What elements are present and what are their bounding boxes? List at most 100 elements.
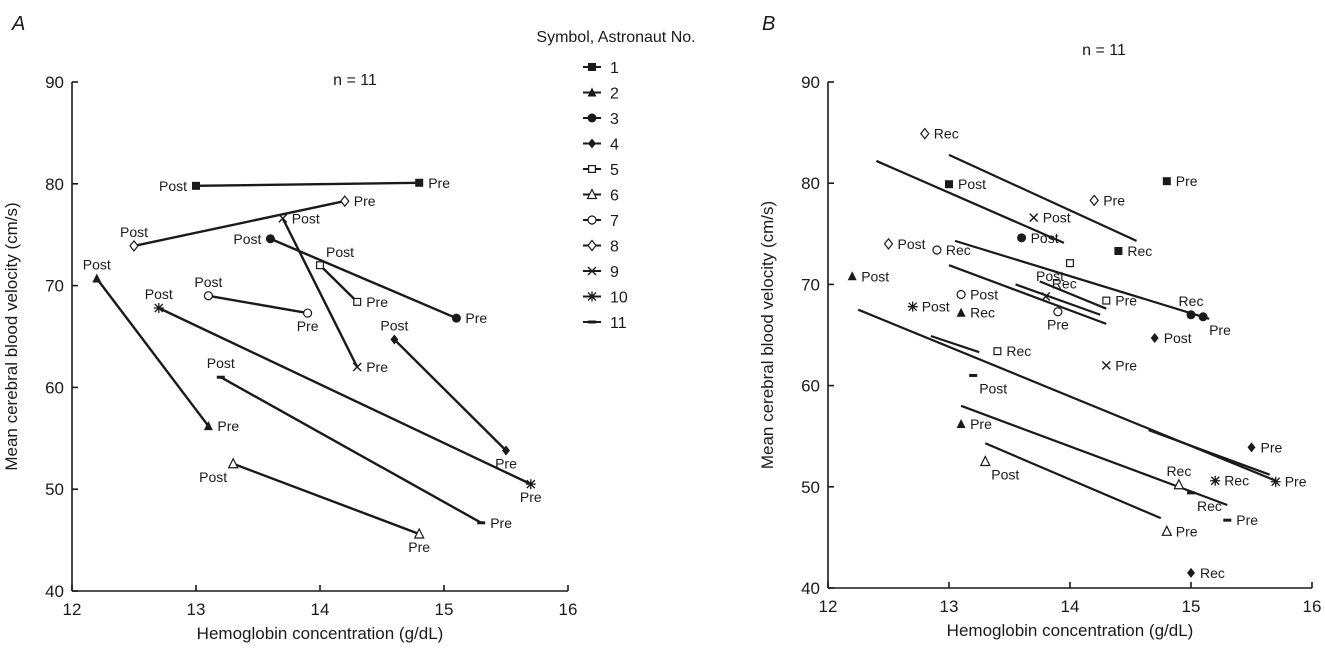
point-label: Pre [1261,439,1283,455]
series-astronaut-4: Post Pre [380,318,517,472]
legend-label: 5 [610,162,619,179]
data-point [451,313,461,323]
data-point [1065,259,1074,268]
y-tick-label: 50 [801,478,820,497]
data-point [216,375,225,379]
x-axis-label: Hemoglobin concentration (g/dL) [197,624,444,643]
series-line [158,306,532,486]
point-label: Post [380,318,408,334]
point-label: Pre [217,418,239,434]
point-label: Post [326,244,354,260]
data-point [1101,360,1111,370]
point-label: Pre [408,539,430,555]
point-label: Post [194,274,222,290]
data-point [203,421,213,431]
point-label: Post [958,176,986,192]
point-label: Rec [1197,498,1222,514]
legend-label: 11 [610,315,627,332]
series-line [269,237,457,320]
sample-size-annotation: n = 11 [333,72,377,89]
legend-marker [587,266,597,276]
series-line [195,181,420,188]
legend-label: 1 [610,60,619,77]
data-point [1186,310,1196,320]
point-label: Pre [465,310,487,326]
panel-label: B [762,13,775,35]
x-tick-label: 16 [1303,597,1322,616]
regression-line [954,239,1210,320]
point-label: Post [861,268,889,284]
point-label: Post [233,231,261,247]
y-tick-label: 70 [45,277,64,296]
panel-label: A [11,13,25,35]
point-label: Post [1036,268,1064,284]
series-line [133,199,346,248]
data-point [1162,177,1171,186]
data-point [1198,312,1208,322]
series-astronaut-8: Post Pre [120,193,376,252]
data-point [932,245,942,255]
x-tick-label: 12 [63,600,82,619]
legend-label: 7 [610,213,619,230]
y-tick-label: 40 [801,579,820,598]
data-point [1089,194,1099,207]
data-point [352,362,362,372]
data-point [956,307,966,317]
data-point [316,261,325,270]
data-point [278,213,288,223]
regression-line [875,159,1065,244]
legend-marker [587,87,597,97]
legend-entry-10: 10 [583,290,628,307]
legend-label: 3 [610,111,619,128]
point-label: Pre [970,416,992,432]
point-label: Post [145,286,173,302]
point-label: Post [991,467,1019,483]
point-label: Post [199,469,227,485]
legend-marker [587,239,597,252]
data-point [1102,296,1111,305]
data-point [502,445,510,456]
data-point [353,297,362,306]
point-label: Post [207,355,235,371]
series-astronaut-10: Post Pre [145,286,542,505]
series-astronaut-7: Post Pre [194,274,318,334]
data-point [192,181,200,190]
regression-line [984,442,1162,520]
series-line [393,338,507,452]
data-point [956,289,966,300]
point-label: Post [1031,230,1059,246]
series-astronaut-3: Post Pre [233,231,487,326]
legend-marker [588,320,596,324]
x-tick-label: 14 [311,600,330,619]
y-tick-label: 90 [801,73,820,92]
y-tick-label: 60 [801,377,820,396]
legend-marker [587,113,597,123]
series-line [220,376,482,524]
data-point [303,308,313,318]
series-line [208,294,308,315]
x-axis-label: Hemoglobin concentration (g/dL) [947,621,1194,640]
regression-line [948,153,1138,242]
point-label: Pre [354,193,376,209]
data-point [203,291,213,301]
point-label: Rec [1224,473,1249,489]
point-label: Pre [490,515,512,531]
data-point [1114,247,1123,256]
series-astronaut-2: Post Pre [83,256,240,434]
data-point [969,373,978,377]
point-label: Post [1164,330,1192,346]
data-point [92,273,102,283]
point-label: Post [83,256,111,272]
legend-entry-6: 6 [583,188,619,205]
data-point [1029,213,1039,223]
point-label: Pre [1285,474,1307,490]
legend: Symbol, Astronaut No. 1 2 3 4 5 6 7 8 9 10 11 [536,29,695,332]
data-point [1270,476,1281,487]
series-line [95,277,210,427]
data-point [390,334,399,345]
legend-entry-2: 2 [583,86,619,103]
point-label: Pre [1176,523,1198,539]
point-label: Rec [1127,243,1152,259]
series-astronaut-5: Post Pre [316,244,388,310]
